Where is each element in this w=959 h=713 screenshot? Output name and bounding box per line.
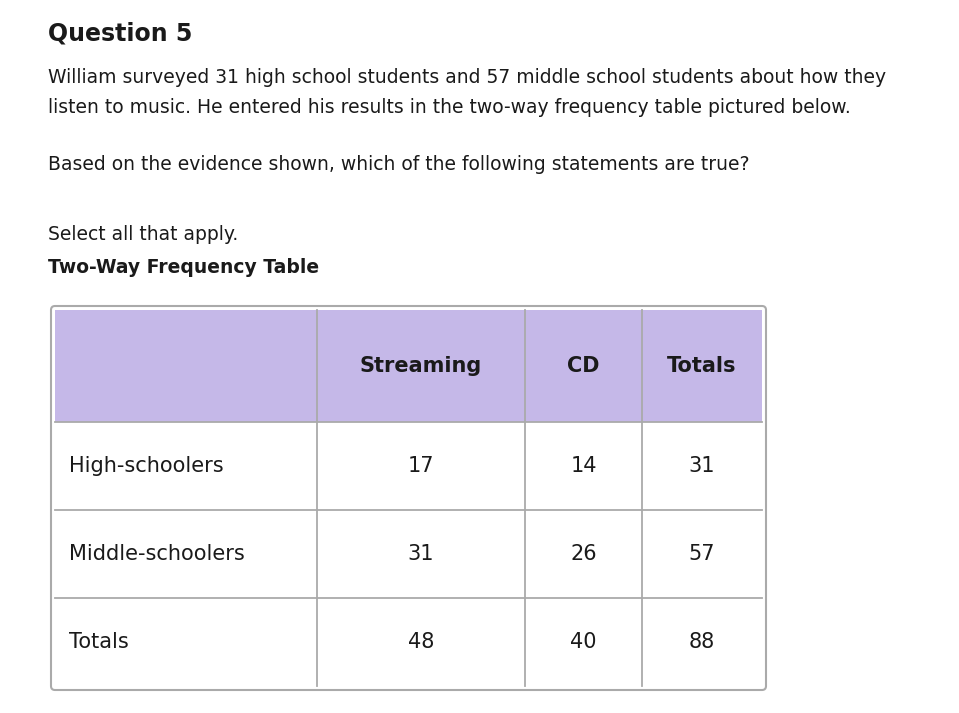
Bar bbox=[55, 310, 762, 422]
Text: 17: 17 bbox=[408, 456, 434, 476]
Text: William surveyed 31 high school students and 57 middle school students about how: William surveyed 31 high school students… bbox=[48, 68, 886, 87]
Text: 31: 31 bbox=[408, 544, 434, 564]
Text: Based on the evidence shown, which of the following statements are true?: Based on the evidence shown, which of th… bbox=[48, 155, 750, 174]
Text: Totals: Totals bbox=[667, 356, 737, 376]
Text: Middle-schoolers: Middle-schoolers bbox=[69, 544, 245, 564]
Text: 88: 88 bbox=[689, 632, 715, 652]
Text: CD: CD bbox=[567, 356, 599, 376]
Text: 31: 31 bbox=[689, 456, 715, 476]
Text: Select all that apply.: Select all that apply. bbox=[48, 225, 238, 244]
Text: 14: 14 bbox=[571, 456, 596, 476]
Text: High-schoolers: High-schoolers bbox=[69, 456, 223, 476]
Text: 40: 40 bbox=[571, 632, 596, 652]
Text: Streaming: Streaming bbox=[360, 356, 482, 376]
Text: Totals: Totals bbox=[69, 632, 129, 652]
Text: Two-Way Frequency Table: Two-Way Frequency Table bbox=[48, 258, 319, 277]
Text: 48: 48 bbox=[408, 632, 434, 652]
Text: 26: 26 bbox=[571, 544, 596, 564]
Text: 57: 57 bbox=[689, 544, 715, 564]
Text: listen to music. He entered his results in the two-way frequency table pictured : listen to music. He entered his results … bbox=[48, 98, 851, 117]
Text: Question 5: Question 5 bbox=[48, 22, 193, 46]
